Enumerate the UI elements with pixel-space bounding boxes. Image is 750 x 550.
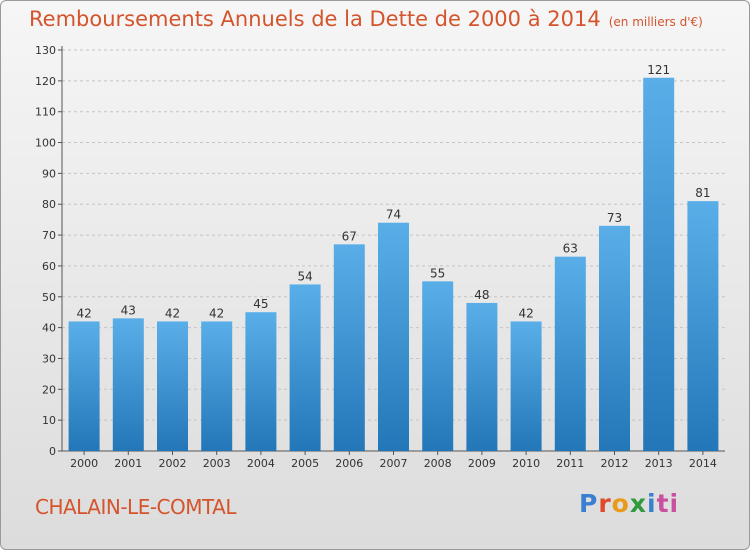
bar-value-label: 63: [563, 242, 578, 256]
x-tick-label: 2005: [291, 457, 319, 470]
bar: [687, 201, 719, 451]
y-tick-label: 100: [35, 137, 56, 150]
bar-value-label: 73: [607, 211, 622, 225]
bar: [201, 321, 233, 451]
x-tick-label: 2003: [203, 457, 231, 470]
logo-letter: x: [629, 489, 647, 518]
y-tick-label: 110: [35, 106, 56, 119]
axes: 0 10 20 30 40 50 60 70 80 90 100 110 120 130 2000 2001 2…: [35, 44, 725, 470]
bar: [554, 256, 586, 451]
x-tick-label: 2008: [424, 457, 452, 470]
chart-title: Remboursements Annuels de la Dette de 20…: [29, 7, 601, 31]
y-tick-label: 0: [49, 445, 56, 458]
logo-letter: r: [598, 489, 612, 518]
bar-value-label: 42: [165, 306, 180, 320]
x-tick-label: 2014: [689, 457, 717, 470]
x-tick-label: 2007: [380, 457, 408, 470]
bar-value-label: 42: [518, 306, 533, 320]
y-tick-label: 10: [42, 414, 56, 427]
bar: [510, 321, 542, 451]
bar-value-label: 55: [430, 266, 445, 280]
bar-value-label: 81: [695, 186, 710, 200]
bar-value-label: 42: [76, 306, 91, 320]
chart-subtitle: (en milliers d'€): [608, 15, 703, 29]
logo-letter: ti: [656, 489, 680, 518]
bar: [112, 318, 144, 451]
x-tick-label: 2013: [645, 457, 673, 470]
bars: [68, 77, 719, 451]
bar: [599, 225, 630, 451]
bar: [422, 281, 454, 451]
bar-value-label: 43: [121, 303, 136, 317]
proxiti-logo: Proxiti: [579, 489, 679, 518]
y-tick-label: 70: [42, 229, 56, 242]
x-tick-label: 2009: [468, 457, 496, 470]
bar: [378, 222, 409, 451]
logo-letter: P: [579, 489, 599, 518]
chart-title-block: Remboursements Annuels de la Dette de 20…: [29, 7, 703, 31]
logo-letter: i: [647, 489, 657, 518]
bar: [157, 321, 188, 451]
bar-value-label: 45: [253, 297, 268, 311]
y-tick-label: 30: [42, 352, 56, 365]
x-tick-label: 2006: [335, 457, 363, 470]
y-tick-label: 120: [35, 75, 56, 88]
y-tick-label: 90: [42, 167, 56, 180]
bar-value-label: 42: [209, 306, 224, 320]
logo-letter: o: [611, 489, 630, 518]
x-tick-label: 2012: [601, 457, 629, 470]
x-tick-label: 2011: [556, 457, 584, 470]
x-tick-label: 2001: [114, 457, 142, 470]
bar-value-label: 121: [647, 63, 670, 77]
commune-name: CHALAIN-LE-COMTAL: [35, 495, 237, 519]
bar: [333, 244, 365, 451]
y-tick-label: 20: [42, 383, 56, 396]
bar-value-label: 67: [342, 229, 357, 243]
x-tick-label: 2002: [159, 457, 187, 470]
x-tick-label: 2010: [512, 457, 540, 470]
bar-value-label: 48: [474, 288, 489, 302]
bar: [245, 312, 277, 451]
bar: [643, 77, 675, 451]
bar-value-label: 74: [386, 208, 401, 222]
y-tick-label: 60: [42, 260, 56, 273]
x-tick-label: 2004: [247, 457, 275, 470]
bar-value-label: 54: [297, 269, 312, 283]
bar: [289, 284, 321, 451]
y-tick-label: 50: [42, 291, 56, 304]
y-tick-label: 80: [42, 198, 56, 211]
data-labels: 42 43 42 42 45 54 67 74 55 48 42 63 73 121 81: [76, 63, 710, 321]
y-tick-label: 40: [42, 322, 56, 335]
x-tick-label: 2000: [70, 457, 98, 470]
bar: [466, 302, 498, 451]
y-tick-label: 130: [35, 44, 56, 57]
bar: [68, 321, 100, 451]
